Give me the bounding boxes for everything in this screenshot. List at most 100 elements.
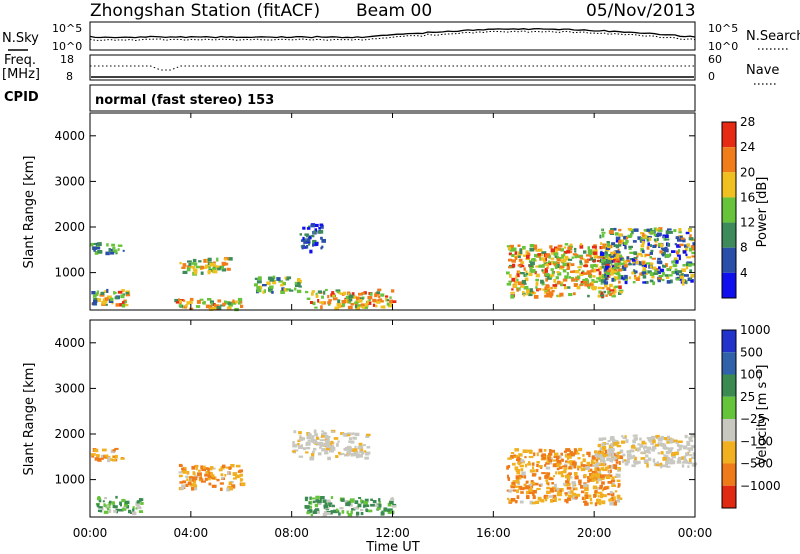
echo-cell	[508, 258, 512, 262]
echo-cell	[585, 254, 591, 257]
echo-cell	[587, 494, 592, 498]
echo-cell	[365, 508, 369, 513]
echo-cell	[569, 243, 573, 246]
echo-cell	[650, 249, 654, 252]
echo-cell	[239, 473, 243, 477]
echo-cell	[691, 263, 695, 266]
echo-cell	[531, 501, 537, 505]
echo-cell	[532, 466, 535, 469]
echo-cell	[685, 247, 688, 251]
echo-cell	[358, 445, 364, 449]
echo-cell	[304, 497, 308, 502]
echo-cell	[664, 246, 668, 250]
echo-cell	[562, 258, 567, 263]
echo-cell	[625, 277, 628, 281]
echo-cell	[193, 465, 199, 468]
echo-cell	[208, 482, 212, 486]
velocity-colorbar-segment	[722, 352, 736, 375]
echo-cell	[105, 251, 110, 256]
echo-cell	[193, 476, 198, 481]
power-colorbar-segment	[722, 172, 736, 198]
echo-cell	[642, 235, 647, 239]
echo-cell	[223, 258, 227, 261]
echo-cell	[692, 247, 696, 251]
echo-cell	[305, 442, 308, 446]
echo-cell	[522, 449, 526, 453]
echo-cell	[112, 449, 116, 452]
echo-cell	[305, 290, 309, 294]
echo-cell	[320, 305, 323, 310]
echo-cell	[108, 248, 111, 252]
echo-cell	[284, 276, 287, 280]
echo-cell	[514, 251, 518, 255]
echo-cell	[228, 257, 233, 261]
echo-cell	[583, 474, 587, 478]
echo-cell	[511, 254, 515, 257]
echo-cell	[122, 249, 125, 252]
echo-cell	[689, 277, 693, 280]
echo-cell	[535, 286, 538, 289]
echo-cell	[523, 254, 528, 257]
echo-cell	[97, 497, 101, 501]
echo-cell	[548, 254, 551, 259]
echo-cell	[643, 229, 647, 232]
echo-cell	[226, 267, 231, 271]
echo-cell	[599, 453, 602, 458]
echo-cell	[546, 475, 550, 479]
echo-cell	[94, 457, 99, 461]
echo-cell	[220, 473, 224, 477]
echo-cell	[307, 443, 311, 446]
echo-cell	[207, 298, 212, 301]
echo-cell	[581, 271, 585, 274]
echo-cell	[525, 485, 530, 490]
echo-cell	[516, 471, 521, 475]
echo-cell	[365, 451, 371, 455]
echo-cell	[317, 299, 320, 303]
echo-cell	[567, 478, 571, 481]
velocity-colorbar-tick: −1000	[740, 479, 781, 493]
echo-cell	[93, 299, 98, 304]
echo-cell	[607, 474, 613, 478]
velocity-colorbar-frame	[721, 329, 737, 509]
echo-cell	[601, 277, 606, 281]
echo-cell	[615, 452, 618, 455]
echo-cell	[544, 294, 548, 298]
echo-cell	[538, 476, 542, 480]
echo-cell	[380, 293, 385, 297]
echo-cell	[552, 459, 558, 462]
echo-cell	[186, 470, 190, 475]
echo-cell	[617, 485, 620, 488]
echo-cell	[528, 461, 531, 464]
echo-cell	[178, 474, 183, 477]
echo-cell	[678, 447, 682, 451]
echo-cell	[637, 252, 642, 256]
echo-cell	[518, 453, 523, 457]
echo-cell	[676, 250, 680, 255]
echo-cell	[548, 260, 551, 264]
echo-cell	[529, 469, 534, 473]
echo-cell	[314, 242, 319, 246]
echo-cell	[268, 276, 273, 280]
echo-cell	[506, 271, 510, 275]
echo-cell	[318, 227, 321, 230]
echo-cell	[612, 458, 616, 461]
echo-cell	[97, 242, 102, 246]
echo-cell	[604, 452, 609, 455]
echo-cell	[569, 460, 574, 463]
echo-cell	[573, 464, 577, 469]
echo-cell	[520, 285, 525, 288]
echo-cell	[315, 436, 319, 440]
echo-cell	[664, 437, 668, 441]
echo-cell	[535, 249, 540, 252]
echo-cell	[584, 491, 589, 495]
echo-cell	[616, 454, 620, 458]
echo-cell	[666, 267, 671, 271]
echo-cell	[626, 450, 632, 454]
echo-cell	[294, 281, 300, 286]
echo-cell	[360, 451, 365, 455]
echo-cell	[678, 440, 683, 443]
echo-cell	[673, 257, 678, 261]
echo-cell	[618, 280, 621, 284]
echo-cell	[568, 293, 573, 297]
